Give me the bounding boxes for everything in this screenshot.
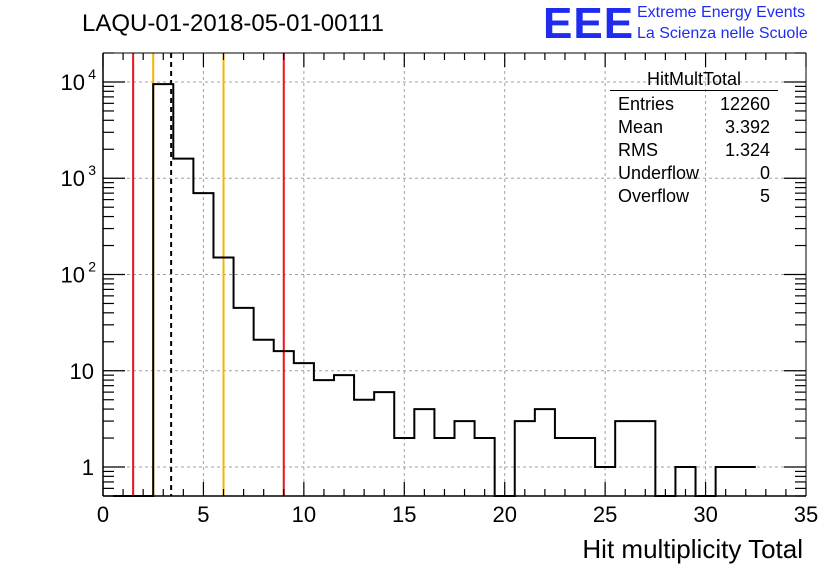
y-tick-label: 10: [70, 359, 94, 384]
y-tick-exponent: 2: [88, 259, 96, 275]
axes: [102, 52, 807, 497]
stats-title: HitMultTotal: [610, 68, 778, 91]
x-tick-label: 30: [693, 502, 717, 527]
stats-value: 5: [759, 186, 770, 206]
histogram-step-line: [113, 83, 756, 497]
stats-row-underflow: Underflow 0: [610, 162, 778, 185]
y-tick-label: 1: [82, 455, 94, 480]
stats-row-rms: RMS 1.324: [610, 139, 778, 162]
run-title: LAQU-01-2018-05-01-00111: [82, 10, 384, 37]
y-tick-exponent: 4: [88, 66, 96, 82]
stats-row-overflow: Overflow 5: [610, 185, 778, 208]
stats-value: 3.392: [724, 117, 770, 137]
x-tick-label: 5: [197, 502, 209, 527]
x-tick-label: 10: [292, 502, 316, 527]
stats-label: Entries: [618, 94, 675, 114]
grid-layer: [103, 53, 806, 496]
stats-row-entries: Entries 12260: [610, 93, 778, 116]
stats-value: 12260: [719, 94, 770, 114]
x-tick-label: 35: [794, 502, 818, 527]
y-tick-label: 10: [61, 70, 85, 95]
stats-label: Mean: [618, 117, 664, 137]
logo-line-2: La Scienza nelle Scuole: [637, 25, 808, 42]
stats-label: Overflow: [618, 186, 690, 206]
x-tick-label: 15: [392, 502, 416, 527]
x-tick-label: 20: [492, 502, 516, 527]
eee-logo: EEE: [543, 0, 635, 48]
stats-row-mean: Mean 3.392: [610, 116, 778, 139]
y-tick-label: 10: [61, 166, 85, 191]
stats-label: RMS: [618, 140, 658, 160]
stats-box: HitMultTotal Entries 12260 Mean 3.392 RM…: [610, 68, 778, 208]
y-tick-exponent: 3: [88, 162, 96, 178]
stats-value: 1.324: [724, 140, 770, 160]
y-tick-label: 10: [61, 263, 85, 288]
logo-line-1: Extreme Energy Events: [637, 4, 806, 21]
stats-label: Underflow: [618, 163, 700, 183]
x-axis-label: Hit multiplicity Total: [582, 534, 803, 564]
stats-value: 0: [759, 163, 770, 183]
x-tick-label: 25: [593, 502, 617, 527]
x-tick-label: 0: [97, 502, 109, 527]
